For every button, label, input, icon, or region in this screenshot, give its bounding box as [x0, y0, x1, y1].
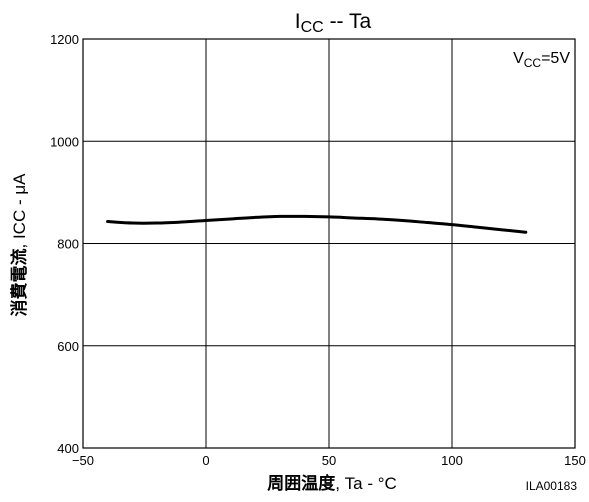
y-tick-label: 1200 — [50, 32, 79, 47]
figure-code: ILA00183 — [526, 479, 578, 493]
series-line-icc — [106, 214, 528, 234]
chart-title: ICC -- Ta — [295, 10, 372, 36]
x-axis-label-cjk: 周囲温度 — [267, 473, 336, 494]
x-axis-label: 周囲温度, Ta - °C — [267, 473, 397, 494]
y-axis-label-rest: , ICC - μA — [10, 173, 29, 249]
plot-frame — [82, 38, 576, 449]
x-tick-label: 0 — [202, 453, 209, 468]
annotation-main: V — [513, 50, 524, 67]
x-tick-label: −50 — [72, 453, 94, 468]
x-tick-label: 150 — [564, 453, 586, 468]
y-tick-label: 800 — [57, 237, 79, 252]
y-axis-label-cjk: 消費電流 — [9, 248, 30, 316]
x-axis-label-rest: , Ta - °C — [335, 474, 397, 493]
y-axis-label: 消費電流, ICC - μA — [9, 173, 30, 317]
y-tick-label: 1000 — [50, 134, 79, 149]
vcc-annotation: VCC=5V — [513, 50, 570, 70]
annotation-subscript: CC — [524, 56, 542, 70]
title-rest: -- Ta — [324, 10, 372, 33]
grid — [82, 38, 576, 449]
y-tick-label: 600 — [57, 339, 79, 354]
title-subscript: CC — [301, 19, 324, 36]
tick-labels: −50 0 50 100 150 1200 1000 800 600 400 — [50, 32, 586, 468]
x-tick-label: 100 — [441, 453, 463, 468]
title-main: I — [295, 10, 301, 33]
y-tick-label: 400 — [57, 441, 79, 456]
annotation-rest: =5V — [541, 50, 570, 67]
x-tick-label: 50 — [322, 453, 336, 468]
